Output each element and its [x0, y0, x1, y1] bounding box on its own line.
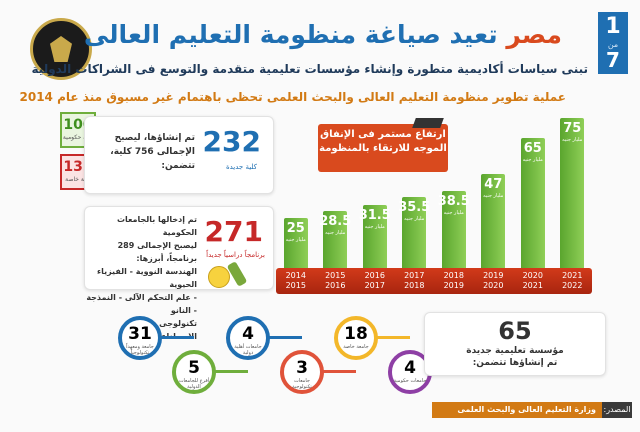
- bar-unit-label: مليار جنيه: [404, 216, 425, 222]
- year-tick-label: 2018 2019: [443, 271, 464, 290]
- private-colleges-label: كلية خاصة: [65, 176, 91, 183]
- source-label: المصدر:: [602, 402, 632, 418]
- university-stat-label: جامعة خاصة: [343, 344, 369, 350]
- new-institutions-card: 65 مؤسسة تعليمية جديدة تم إنشاؤها تتضمن:: [424, 312, 606, 376]
- bar-value-label: 31.5: [358, 208, 391, 223]
- chart-bar: [520, 138, 545, 268]
- college-books: 100 كلية حكومية 132 كلية خاصة: [60, 112, 96, 192]
- university-stat-label: جامعات تكنولوجية: [292, 378, 312, 390]
- new-programs-text: تم إدخالها بالجامعات الحكومية ليصبح الإج…: [85, 213, 197, 343]
- university-stat-value: 3: [296, 358, 308, 378]
- bar-unit-label: مليار جنيه: [522, 157, 543, 163]
- colleges-text-line3: تتضمن:: [161, 161, 195, 171]
- government-colleges-label: كلية حكومية: [62, 134, 94, 141]
- title-rest: تعيد صياغة منظومة التعليم العالى: [83, 20, 498, 49]
- eagle-icon: [50, 36, 72, 62]
- bar-value-label: 28.5: [319, 214, 352, 229]
- university-stat-circle: 18 جامعة خاصة: [334, 316, 378, 360]
- university-connector: [356, 336, 410, 339]
- university-stat-value: 31: [128, 324, 152, 344]
- bar-value-label: 35.5: [398, 200, 431, 215]
- year-tick-label: 2016 2017: [364, 271, 385, 290]
- bar-value-label: 25: [286, 221, 305, 236]
- university-connector: [194, 370, 248, 373]
- bar-value-label: 75: [563, 121, 582, 136]
- bar-value-label: 38.5: [437, 194, 470, 209]
- chart-bar: [362, 205, 387, 268]
- year-axis-band: [276, 268, 592, 294]
- year-tick-label: 2014 2015: [285, 271, 306, 290]
- new-programs-label: برنامجاً دراسياً جديداً: [206, 251, 265, 259]
- university-stat-label: أفرع للجامعات الدولية: [178, 378, 210, 390]
- programs-line4: - علم التحكم الآلى - النمذجة - النانو: [86, 293, 197, 315]
- chart-bar: [283, 218, 308, 268]
- bar-unit-label: مليار جنيه: [325, 230, 346, 236]
- year-tick-label: 2019 2020: [483, 271, 504, 290]
- new-colleges-text: تم إنشاؤها، ليصبح الإجمالى 756 كلية، تتض…: [110, 131, 195, 173]
- year-tick-label: 2015 2016: [325, 271, 346, 290]
- bar-value-label: 47: [484, 177, 503, 192]
- university-stat-label: جامعات أهلية دولية: [234, 344, 262, 356]
- bar-unit-label: مليار جنيه: [443, 210, 464, 216]
- colleges-text-line1: تم إنشاؤها، ليصبح: [114, 133, 195, 143]
- university-stat-label: جامعات حكومية: [393, 378, 427, 384]
- university-stat-value: 5: [188, 358, 200, 378]
- new-programs-card: 271 برنامجاً دراسياً جديداً تم إدخالها ب…: [84, 206, 274, 341]
- title-accent: مصر: [506, 20, 562, 49]
- new-programs-count: 271: [204, 215, 263, 248]
- bar-unit-label: مليار جنيه: [483, 193, 504, 199]
- university-stat-value: 18: [344, 324, 368, 344]
- university-stat-circle: 4 جامعات أهلية دولية: [226, 316, 270, 360]
- new-colleges-label: كلية جديدة: [225, 163, 257, 171]
- university-stat-value: 4: [242, 324, 254, 344]
- spending-note: ارتفاع مستمر فى الإنفاق الموجه للارتقاء …: [318, 124, 448, 172]
- page-current: 1: [605, 14, 621, 39]
- university-stat-circle: 3 جامعات تكنولوجية: [280, 350, 324, 394]
- chart-bar: [402, 197, 427, 268]
- university-stat-label: جامعة ومعهداً تكنولوجياً: [126, 344, 154, 356]
- bar-unit-label: مليار جنيه: [285, 237, 306, 243]
- section-headline: عملية تطوير منظومة التعليم العالى والبحث…: [19, 90, 567, 104]
- year-tick-label: 2020 2021: [522, 271, 543, 290]
- graduation-cap-icon: [412, 118, 444, 128]
- programs-line3: الهندسة النووية - الفيزياء الحيوية: [96, 267, 197, 289]
- university-stat-circle: 5 أفرع للجامعات الدولية: [172, 350, 216, 394]
- programs-line2: ليصبح الإجمالى 289 برنامجاً، أبرزها:: [117, 241, 197, 263]
- year-tick-label: 2021 2022: [562, 271, 583, 290]
- university-connector: [248, 336, 302, 339]
- new-colleges-count: 232: [202, 125, 261, 158]
- page-separator: من: [607, 40, 619, 49]
- source-value: وزارة التعليم العالى والبحث العلمى: [432, 402, 602, 418]
- page-subtitle: تبنى سياسات أكاديمية متطورة وإنشاء مؤسسا…: [31, 62, 588, 76]
- year-tick-label: 2017 2018: [404, 271, 425, 290]
- university-connector: [140, 336, 194, 339]
- chart-bar: [441, 191, 466, 268]
- university-stat-value: 4: [404, 358, 416, 378]
- bar-unit-label: مليار جنيه: [562, 137, 583, 143]
- page-indicator: 1 من 7: [598, 12, 628, 74]
- new-institutions-count: 65: [498, 317, 532, 345]
- new-colleges-card: 232 كلية جديدة تم إنشاؤها، ليصبح الإجمال…: [84, 116, 274, 194]
- chart-bar: [560, 118, 585, 268]
- page-title: مصر تعيد صياغة منظومة التعليم العالى: [84, 20, 562, 49]
- bar-value-label: 65: [523, 141, 542, 156]
- lightbulb-icon: [208, 266, 230, 288]
- new-institutions-line2: تم إنشاؤها تتضمن:: [472, 358, 558, 368]
- bar-unit-label: مليار جنيه: [364, 224, 385, 230]
- university-stat-circle: 31 جامعة ومعهداً تكنولوجياً: [118, 316, 162, 360]
- new-institutions-line1: مؤسسة تعليمية جديدة: [466, 346, 564, 356]
- programs-line1: تم إدخالها بالجامعات الحكومية: [116, 215, 197, 237]
- chart-bar: [323, 211, 348, 268]
- page-total: 7: [606, 48, 620, 72]
- seal-logo: [30, 18, 92, 80]
- chart-bar: [481, 174, 506, 268]
- spending-bar-chart: 25 مليار جنيه 2014 2015 28.5 مليار جنيه 2015 20…: [276, 108, 592, 304]
- university-connector: [302, 370, 356, 373]
- colleges-text-line2: الإجمالى 756 كلية،: [110, 147, 195, 157]
